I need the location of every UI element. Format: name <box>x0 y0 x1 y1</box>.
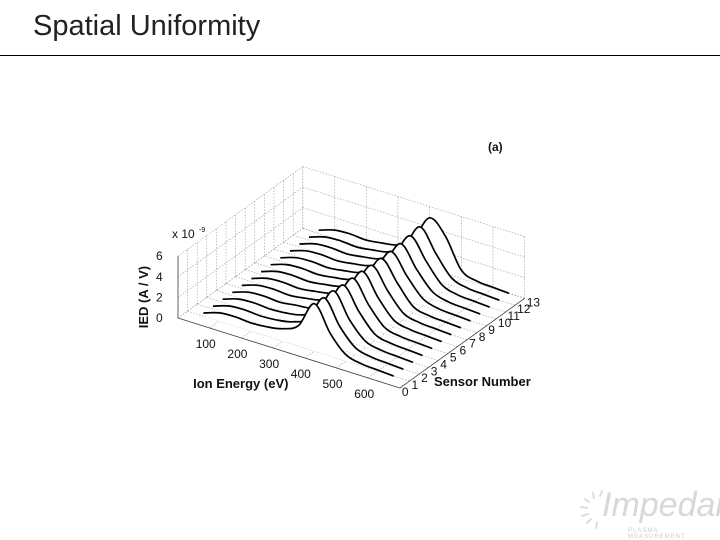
y-tick-label: 11 <box>508 309 521 323</box>
z-tick-label: 6 <box>156 249 163 263</box>
y-tick-label: 7 <box>469 337 476 351</box>
logo-wordmark: Impedans <box>602 486 720 524</box>
y-tick-label: 4 <box>440 357 447 371</box>
y-tick-label: 13 <box>527 295 541 309</box>
y-tick-label: 2 <box>421 371 428 385</box>
z-axis-title: IED (A / V) <box>136 266 151 328</box>
z-tick-label: 2 <box>156 290 163 304</box>
z-axis-multiplier-exponent: -9 <box>199 227 205 234</box>
y-tick-label: 6 <box>460 344 467 358</box>
title-divider <box>0 55 720 56</box>
panel-label: (a) <box>488 140 503 154</box>
z-tick-label: 0 <box>156 311 163 325</box>
grid-lines <box>177 166 526 389</box>
y-tick-label: 1 <box>412 378 419 392</box>
grid-line <box>177 186 303 278</box>
series-curves <box>203 216 510 377</box>
grid-line <box>177 166 303 257</box>
x-tick-label: 300 <box>259 357 279 371</box>
logo-tagline: PLASMA MEASUREMENT <box>628 528 686 540</box>
y-tick-label: 8 <box>479 330 486 344</box>
series-line-sensor-1 <box>203 302 394 377</box>
y-tick-label: 12 <box>517 302 531 316</box>
x-tick-label: 100 <box>196 337 216 351</box>
y-tick-label: 9 <box>488 323 495 337</box>
y-tick-label: 3 <box>431 364 438 378</box>
axis-edge <box>177 317 401 389</box>
y-tick-label: 0 <box>402 385 409 399</box>
x-axis-title: Ion Energy (eV) <box>193 376 288 391</box>
x-tick-label: 400 <box>291 367 311 381</box>
y-axis-title: Sensor Number <box>434 374 531 389</box>
axis-edge <box>399 297 525 389</box>
y-tick-label: 5 <box>450 351 457 365</box>
axis-frame <box>177 256 525 389</box>
slide-title: Spatial Uniformity <box>33 10 261 42</box>
x-tick-label: 200 <box>227 347 247 361</box>
y-tick-label: 10 <box>498 316 512 330</box>
series-fill <box>203 303 394 377</box>
x-tick-label: 500 <box>323 377 343 391</box>
x-tick-label: 600 <box>354 387 374 401</box>
company-logo: Impedans PLASMA MEASUREMENT <box>578 486 720 540</box>
z-axis-multiplier: x 10 <box>172 227 195 241</box>
grid-line <box>302 166 525 237</box>
z-tick-label: 4 <box>156 270 163 284</box>
sunburst-icon <box>580 490 603 529</box>
